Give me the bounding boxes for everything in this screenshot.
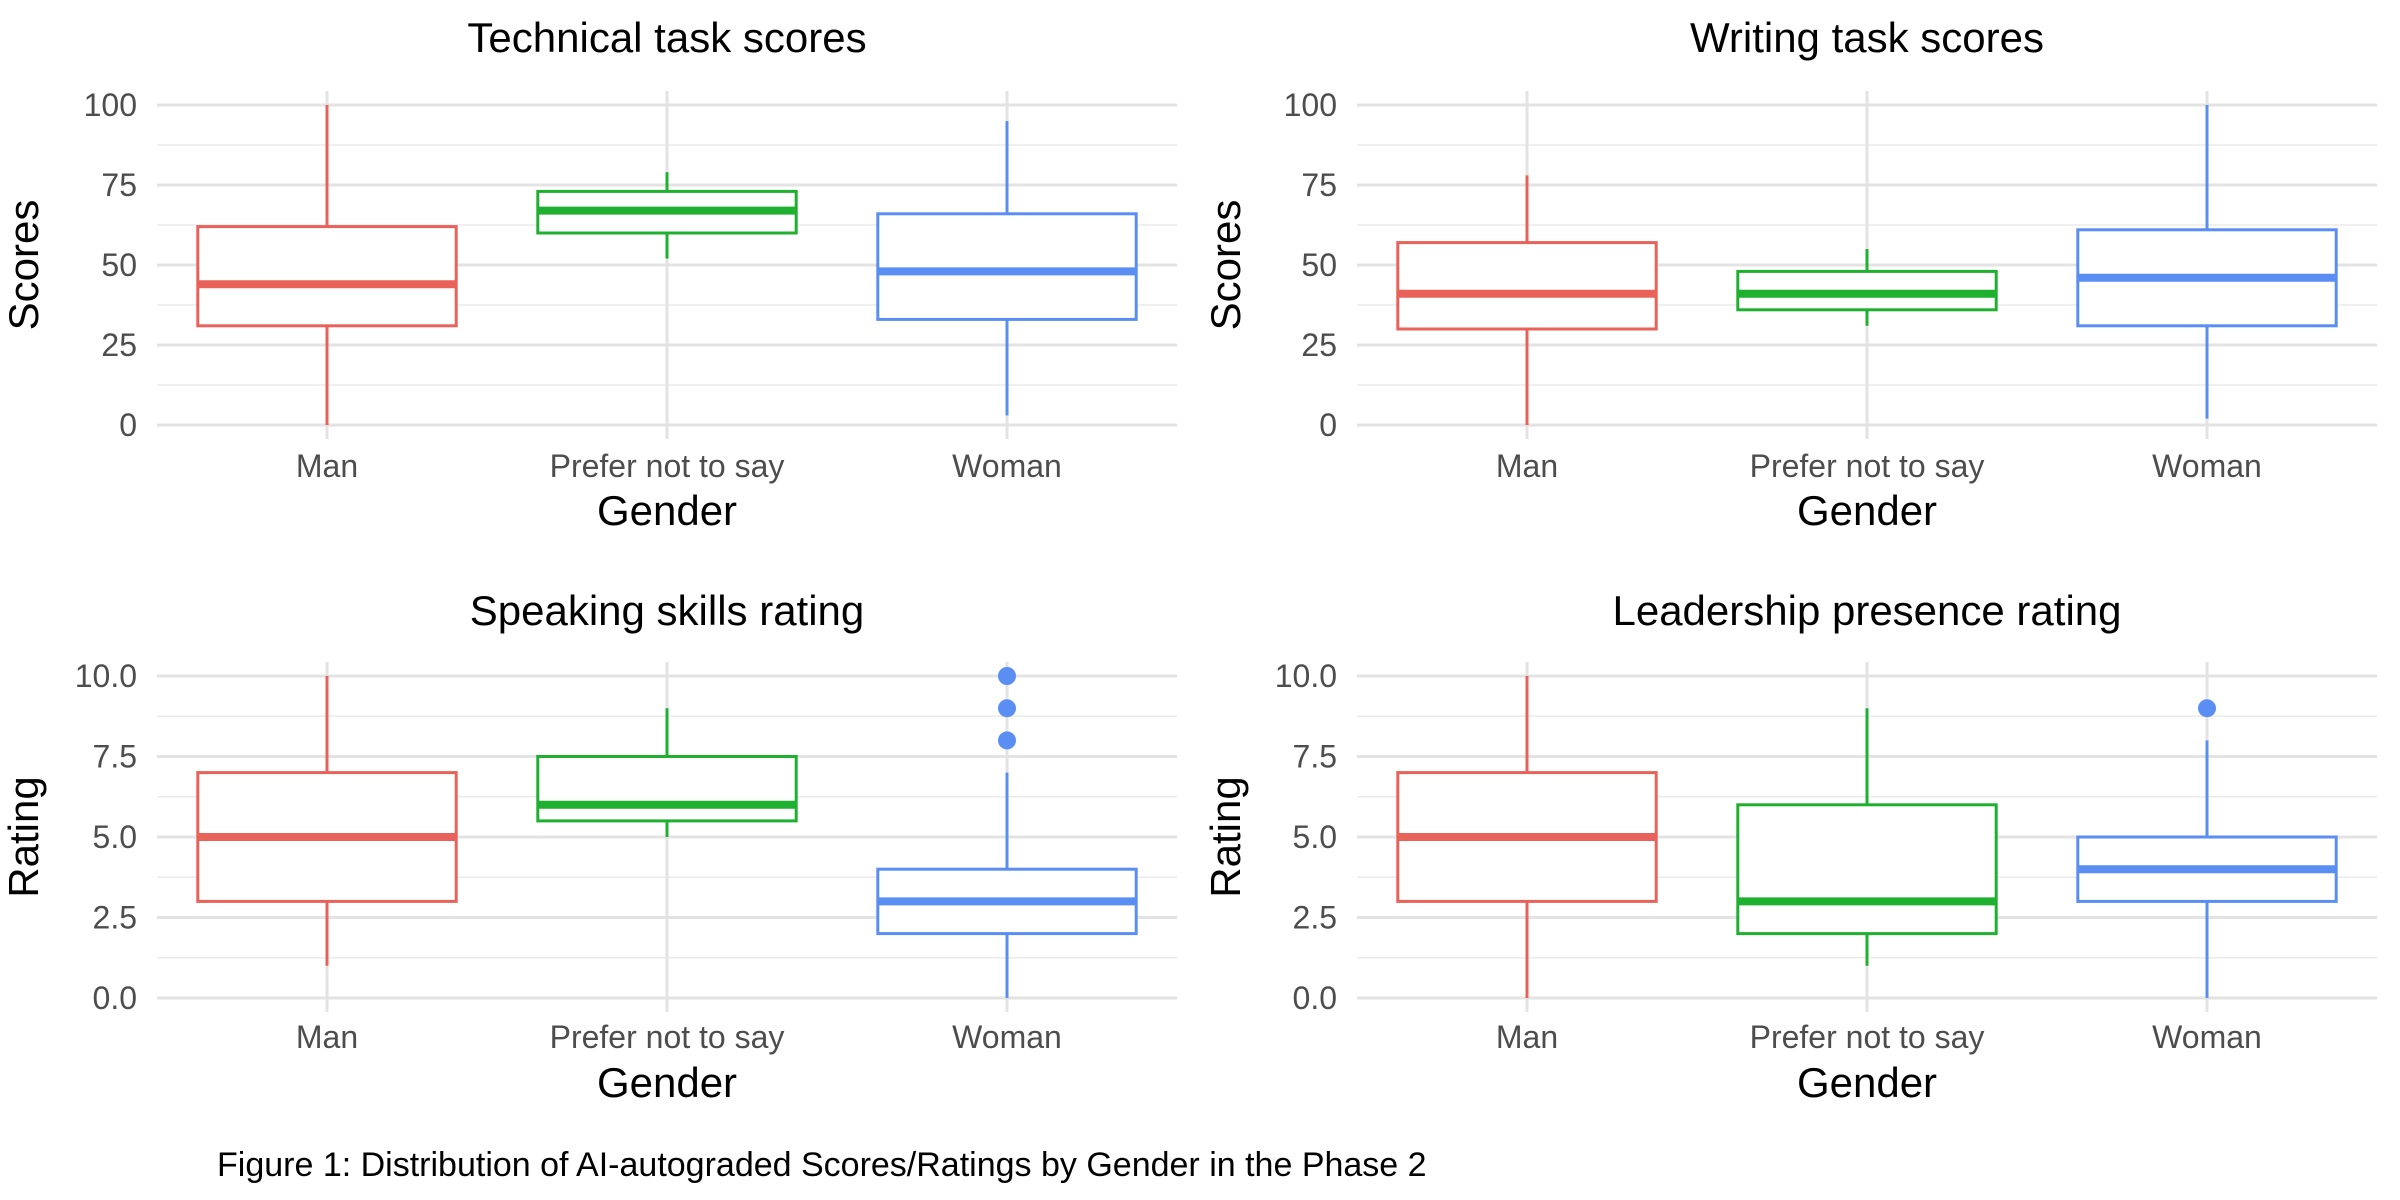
x-tick-label: Man	[296, 1019, 358, 1055]
outlier-point	[2198, 699, 2216, 718]
x-axis-label: Gender	[597, 487, 737, 534]
box-woman	[2076, 105, 2338, 419]
x-axis-label: Gender	[1797, 1059, 1937, 1106]
outlier-point	[998, 699, 1016, 718]
y-tick-label: 25	[1301, 327, 1337, 363]
panel-3: 0.0 2.5 5.0 7.5 10.0 Man Prefer not to say Woma…	[0, 587, 1177, 1106]
box-iqr	[536, 755, 798, 823]
x-tick-label: Woman	[952, 448, 1062, 484]
y-tick-label: 0.0	[1293, 980, 1337, 1016]
panel-1: 0 25 50 75 100 Man Prefer not to say Woman Techn…	[0, 14, 1177, 534]
x-tick-label: Woman	[2152, 448, 2262, 484]
y-axis-label: Scores	[1202, 200, 1249, 331]
y-tick-label: 25	[101, 327, 137, 363]
box-man	[196, 676, 458, 966]
y-tick-label: 75	[1301, 167, 1337, 203]
box-woman	[876, 667, 1138, 998]
y-tick-label: 100	[1284, 87, 1337, 123]
box-man	[196, 105, 458, 425]
box-prefer-not-to-say	[1736, 708, 1998, 966]
y-tick-label: 7.5	[93, 739, 137, 775]
panel-title: Technical task scores	[467, 14, 866, 61]
y-tick-label: 0	[119, 407, 137, 443]
y-tick-label: 5.0	[93, 819, 137, 855]
x-tick-label: Prefer not to say	[1750, 1019, 1985, 1055]
panel-title: Leadership presence rating	[1612, 587, 2121, 634]
box-iqr	[876, 212, 1138, 321]
panel-4: 0.0 2.5 5.0 7.5 10.0 Man Prefer not to say Woma…	[1202, 587, 2377, 1106]
y-tick-label: 0	[1319, 407, 1337, 443]
x-tick-label: Woman	[2152, 1019, 2262, 1055]
x-tick-label: Man	[296, 448, 358, 484]
box-iqr	[196, 225, 458, 328]
x-tick-label: Prefer not to say	[1750, 448, 1985, 484]
y-tick-label: 10.0	[75, 658, 137, 694]
x-tick-label: Woman	[952, 1019, 1062, 1055]
box-woman	[876, 121, 1138, 416]
x-tick-label: Prefer not to say	[550, 448, 785, 484]
y-tick-label: 7.5	[1293, 739, 1337, 775]
y-tick-label: 2.5	[93, 900, 137, 936]
y-axis-label: Rating	[0, 776, 47, 897]
box-prefer-not-to-say	[1736, 249, 1998, 326]
box-prefer-not-to-say	[536, 172, 798, 259]
y-tick-label: 2.5	[1293, 900, 1337, 936]
y-tick-label: 100	[84, 87, 137, 123]
y-axis-label: Scores	[0, 200, 47, 331]
y-tick-label: 10.0	[1275, 658, 1337, 694]
x-tick-label: Man	[1496, 1019, 1558, 1055]
box-iqr	[1396, 241, 1658, 331]
y-tick-label: 0.0	[93, 980, 137, 1016]
outlier-point	[998, 731, 1016, 750]
box-prefer-not-to-say	[536, 708, 798, 837]
box-iqr	[1736, 803, 1998, 936]
x-tick-label: Man	[1496, 448, 1558, 484]
box-man	[1396, 676, 1658, 998]
outlier-point	[998, 667, 1016, 685]
figure-caption: Figure 1: Distribution of AI-autograded …	[217, 1146, 1427, 1184]
x-tick-label: Prefer not to say	[550, 1019, 785, 1055]
panel-title: Speaking skills rating	[470, 587, 865, 634]
y-tick-label: 50	[101, 247, 137, 283]
box-woman	[2076, 699, 2338, 998]
x-axis-label: Gender	[597, 1059, 737, 1106]
y-tick-label: 5.0	[1293, 819, 1337, 855]
box-man	[1396, 175, 1658, 425]
y-tick-label: 50	[1301, 247, 1337, 283]
y-tick-label: 75	[101, 167, 137, 203]
x-axis-label: Gender	[1797, 487, 1937, 534]
panel-title: Writing task scores	[1690, 14, 2044, 61]
panel-2: 0 25 50 75 100 Man Prefer not to say Woman Writi…	[1202, 14, 2377, 534]
y-axis-label: Rating	[1202, 776, 1249, 897]
